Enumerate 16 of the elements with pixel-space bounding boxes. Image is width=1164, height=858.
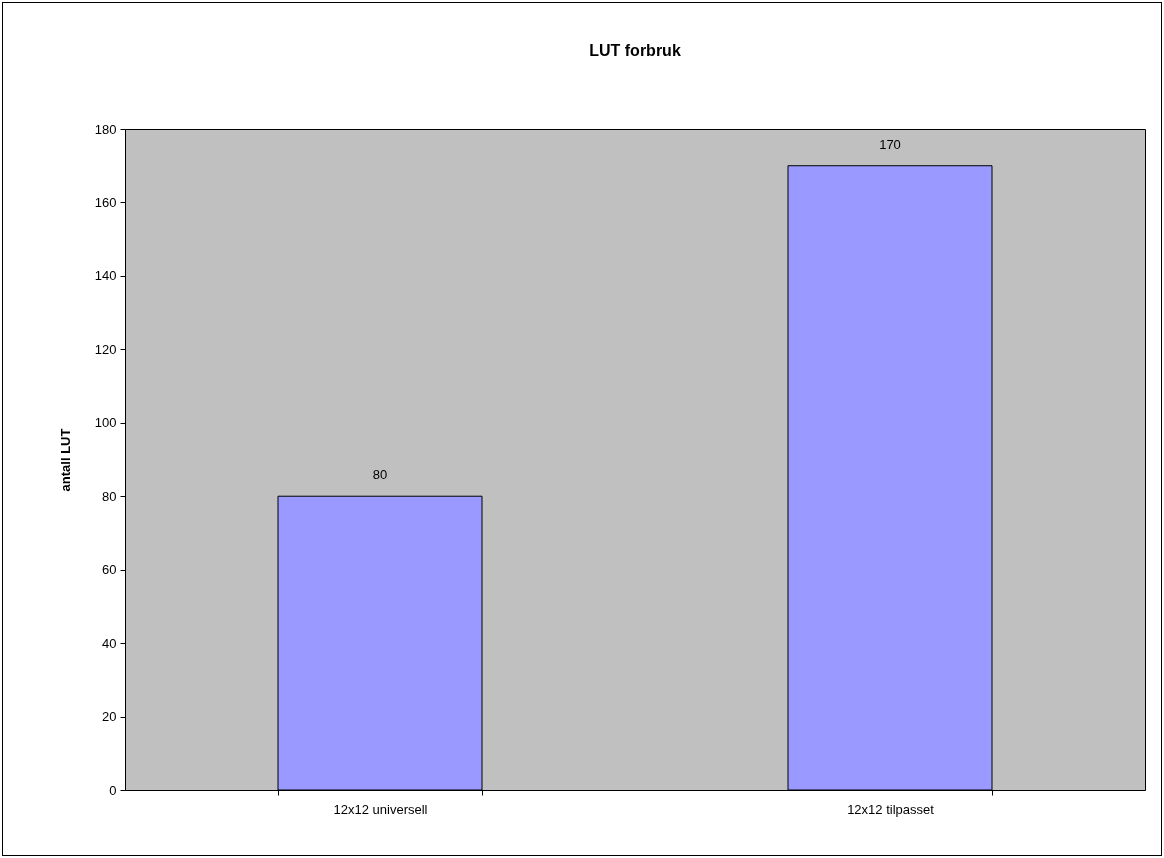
x-tick-label: 12x12 tilpasset: [847, 801, 935, 817]
data-label: 80: [372, 467, 388, 483]
chart-title: LUT forbruk: [589, 42, 681, 59]
y-tick-label: 120: [94, 341, 117, 357]
x-tick-label: 12x12 universell: [333, 801, 428, 817]
y-tick-label: 40: [102, 635, 117, 651]
y-tick-label: 140: [94, 268, 117, 284]
y-axis-title: antall LUT: [57, 428, 73, 492]
y-tick-label: 80: [102, 488, 117, 504]
y-tick-label: 160: [94, 194, 117, 210]
y-tick-label: 180: [94, 121, 117, 137]
y-tick-label: 60: [102, 562, 117, 578]
data-label: 170: [879, 136, 901, 152]
y-tick-label: 100: [94, 415, 117, 431]
y-tick-label: 0: [109, 782, 117, 798]
y-tick-label: 20: [102, 709, 117, 725]
